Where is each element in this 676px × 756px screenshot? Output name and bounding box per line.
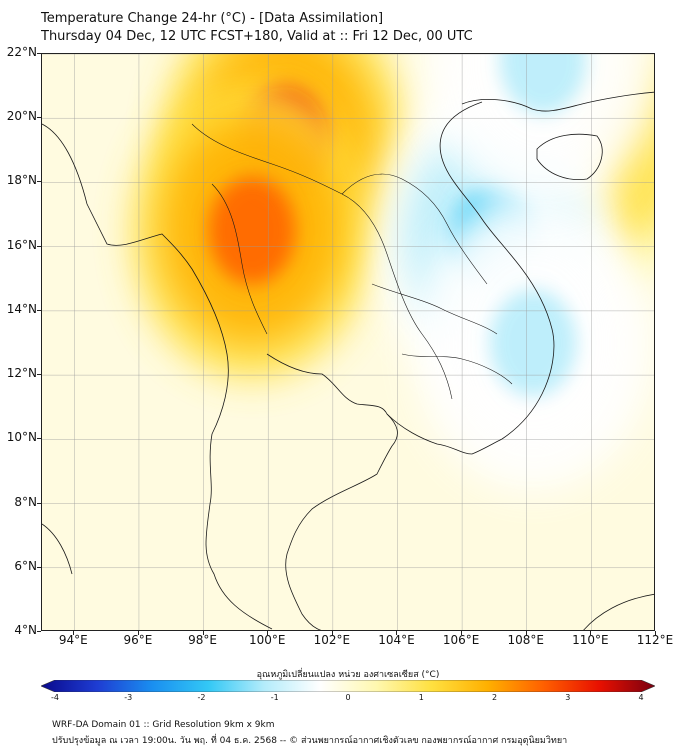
map-title: Temperature Change 24-hr (°C) - [Data As…	[41, 11, 384, 26]
lat-label: 6°N	[14, 558, 37, 573]
lon-label: 96°E	[123, 633, 153, 647]
lat-label: 4°N	[14, 623, 37, 637]
lon-tick	[396, 631, 398, 635]
lon-label: 110°E	[572, 633, 609, 647]
lat-label: 18°N	[6, 173, 37, 188]
lon-label: 102°E	[313, 633, 351, 647]
footer-model-info: WRF-DA Domain 01 :: Grid Resolution 9km …	[52, 720, 275, 730]
lon-tick	[525, 631, 527, 635]
lon-tick	[655, 631, 656, 635]
lat-tick	[37, 374, 41, 376]
colorbar-tick-label: -3	[124, 693, 133, 702]
lon-label: 98°E	[188, 633, 217, 647]
lat-label: 10°N	[6, 430, 37, 445]
colorbar-label: อุณหภูมิเปลี่ยนแปลง หน่วย องศาเซลเซียส (…	[256, 670, 440, 680]
lat-label: 12°N	[6, 366, 37, 381]
lon-label: 94°E	[58, 633, 88, 647]
lat-tick	[37, 117, 41, 119]
colorbar-tick-label: -1	[270, 693, 279, 702]
colorbar	[41, 680, 655, 692]
lon-label: 104°E	[378, 633, 415, 647]
field-center-6-level-3	[499, 54, 587, 114]
lat-label: 20°N	[6, 109, 37, 124]
lon-tick	[331, 631, 333, 635]
lat-label: 22°N	[6, 45, 37, 59]
lat-lon-grid	[42, 54, 654, 630]
temperature-map	[42, 54, 654, 630]
lat-tick	[37, 53, 41, 54]
lon-label: 108°E	[507, 633, 544, 647]
colorbar-tick-label: 3	[565, 693, 571, 702]
lon-label: 100°E	[248, 633, 286, 647]
map-panel[interactable]	[41, 53, 655, 631]
lon-tick	[202, 631, 204, 635]
map-subtitle: Thursday 04 Dec, 12 UTC FCST+180, Valid …	[41, 29, 473, 44]
colorbar-tick-label: 2	[491, 693, 498, 702]
lon-tick	[461, 631, 463, 635]
lon-tick	[267, 631, 269, 635]
lat-label: 14°N	[6, 301, 37, 316]
colorbar-tick-label: 1	[418, 693, 424, 702]
lat-tick	[37, 566, 41, 568]
lat-label: 8°N	[14, 494, 37, 509]
lon-tick	[590, 631, 592, 635]
lon-label: 106°E	[442, 633, 480, 647]
colorbar-tick-label: -4	[51, 693, 59, 702]
footer-credit: ปรับปรุงข้อมูล ณ เวลา 19:00น. วัน พฤ. ที…	[52, 736, 568, 746]
lat-label: 16°N	[6, 237, 37, 252]
lon-tick	[137, 631, 139, 635]
lat-tick	[37, 438, 41, 440]
colorbar-tick-label: 4	[638, 693, 644, 702]
field-center-5-level-3	[489, 289, 577, 397]
lon-label: 112°E	[636, 633, 674, 647]
lat-tick	[37, 309, 41, 311]
coastlines-borders	[42, 91, 654, 630]
temperature-field	[131, 54, 654, 493]
lat-tick	[37, 245, 41, 247]
field-center-2-level-3	[208, 177, 296, 285]
lat-tick	[37, 181, 41, 183]
lat-tick	[37, 631, 41, 632]
colorbar-tick-label: -2	[197, 693, 206, 702]
lat-tick	[37, 502, 41, 504]
lon-tick	[73, 631, 75, 635]
colorbar-tick-label: 0	[345, 693, 351, 702]
